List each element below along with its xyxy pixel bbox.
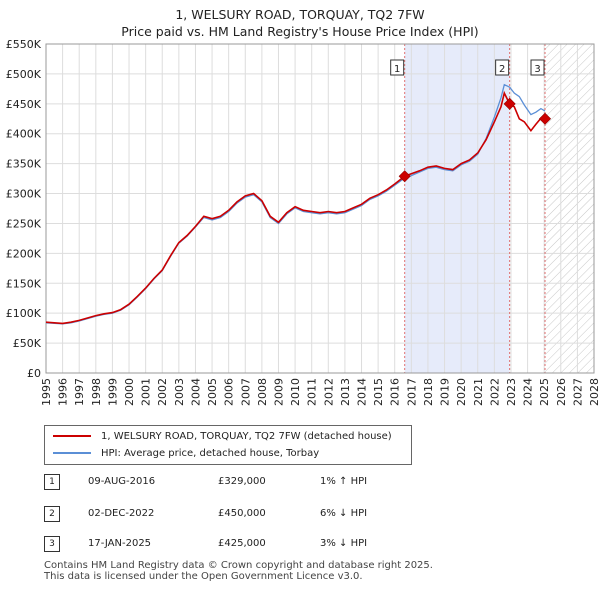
x-tick-label: 2004 — [189, 378, 202, 406]
sale-hpi-change: 6% ↓ HPI — [320, 508, 368, 519]
chart-title-line1: 1, WELSURY ROAD, TORQUAY, TQ2 7FW — [175, 7, 425, 22]
legend-property-label: 1, WELSURY ROAD, TORQUAY, TQ2 7FW (detac… — [101, 431, 392, 442]
x-tick-label: 2002 — [156, 378, 169, 406]
x-tick-label: 2021 — [472, 378, 485, 406]
y-tick-label: £400K — [6, 128, 42, 141]
x-tick-label: 2018 — [422, 378, 435, 406]
x-tick-label: 2019 — [439, 378, 452, 406]
x-tick-label: 1998 — [90, 378, 103, 406]
ownership-shaded-region — [404, 44, 510, 373]
future-hatched-region — [545, 44, 594, 373]
sale-label-1: 1 — [394, 64, 400, 75]
x-tick-label: 1997 — [73, 378, 86, 406]
sale-hpi-change: 3% ↓ HPI — [320, 538, 368, 549]
y-tick-label: £350K — [6, 158, 42, 171]
sale-number-badge: 3 — [44, 536, 60, 552]
sale-date: 02-DEC-2022 — [88, 508, 155, 519]
sale-label-box-2 — [495, 59, 510, 76]
footer-line2: This data is licensed under the Open Gov… — [44, 571, 363, 582]
sale-number-badge: 2 — [44, 506, 60, 522]
x-tick-label: 2006 — [223, 378, 236, 406]
y-tick-label: £0 — [27, 367, 41, 380]
chart-title-line2: Price paid vs. HM Land Registry's House … — [121, 24, 479, 39]
x-tick-label: 2022 — [488, 378, 501, 406]
legend-property-swatch — [53, 435, 91, 437]
x-tick-label: 2007 — [239, 378, 252, 406]
chart-title: 1, WELSURY ROAD, TORQUAY, TQ2 7FW Price … — [0, 6, 600, 40]
sale-price: £450,000 — [218, 508, 266, 519]
sale-date: 09-AUG-2016 — [88, 476, 156, 487]
x-tick-label: 2000 — [123, 378, 136, 406]
x-tick-label: 1999 — [106, 378, 119, 406]
x-tick-label: 2009 — [272, 378, 285, 406]
x-tick-label: 2020 — [455, 378, 468, 406]
chart-legend: 1, WELSURY ROAD, TORQUAY, TQ2 7FW (detac… — [44, 425, 412, 465]
x-tick-label: 1996 — [57, 378, 70, 406]
sale-point-2 — [503, 97, 516, 110]
x-tick-label: 2028 — [588, 378, 600, 406]
x-tick-label: 2027 — [571, 378, 584, 406]
x-tick-label: 2012 — [322, 378, 335, 406]
sale-label-box-1 — [390, 59, 405, 76]
price-chart: £0 £50K £100K £150K £200K £250K £300K £350K £400… — [6, 38, 600, 406]
plot-frame — [45, 43, 595, 374]
x-tick-label: 2013 — [339, 378, 352, 406]
y-tick-label: £500K — [6, 68, 42, 81]
y-tick-label: £550K — [6, 38, 42, 51]
y-tick-label: £300K — [6, 188, 42, 201]
legend-hpi-swatch — [53, 452, 91, 454]
sale-hpi-change: 1% ↑ HPI — [320, 476, 368, 487]
x-tick-label: 2010 — [289, 378, 302, 406]
x-tick-label: 2011 — [306, 378, 319, 406]
y-tick-label: £200K — [6, 247, 42, 260]
sale-label-box-3 — [530, 59, 545, 76]
sale-point-3 — [539, 112, 552, 125]
sale-point-1 — [398, 170, 411, 183]
legend-item-hpi: HPI: Average price, detached house, Torb… — [53, 446, 319, 462]
x-tick-label: 1995 — [40, 378, 53, 406]
footer-attribution: Contains HM Land Registry data © Crown c… — [44, 560, 433, 582]
property-price-line — [45, 90, 546, 325]
x-tick-label: 2026 — [555, 378, 568, 406]
sale-number-badge: 1 — [44, 474, 60, 490]
sale-price: £425,000 — [218, 538, 266, 549]
plot-background — [46, 44, 594, 373]
sale-price: £329,000 — [218, 476, 266, 487]
legend-item-property: 1, WELSURY ROAD, TORQUAY, TQ2 7FW (detac… — [53, 429, 392, 445]
sale-label-3: 3 — [534, 64, 540, 75]
x-tick-label: 2008 — [256, 378, 269, 406]
y-tick-label: £250K — [6, 217, 42, 230]
y-tick-label: £50K — [13, 337, 42, 350]
footer-line1: Contains HM Land Registry data © Crown c… — [44, 560, 433, 571]
x-tick-label: 2014 — [356, 378, 369, 406]
x-tick-label: 2025 — [538, 378, 551, 406]
x-tick-label: 2001 — [140, 378, 153, 406]
x-tick-label: 2003 — [173, 378, 186, 406]
x-tick-label: 2015 — [372, 378, 385, 406]
legend-hpi-label: HPI: Average price, detached house, Torb… — [101, 448, 320, 459]
sale-label-2: 2 — [499, 64, 505, 75]
x-tick-label: 2024 — [522, 378, 535, 406]
x-tick-label: 2023 — [505, 378, 518, 406]
y-tick-label: £450K — [6, 98, 42, 111]
y-tick-label: £100K — [6, 307, 42, 320]
y-tick-label: £150K — [6, 277, 42, 290]
x-tick-label: 2017 — [405, 378, 418, 406]
sale-date: 17-JAN-2025 — [88, 538, 152, 549]
x-tick-label: 2005 — [206, 378, 219, 406]
x-tick-label: 2016 — [389, 378, 402, 406]
